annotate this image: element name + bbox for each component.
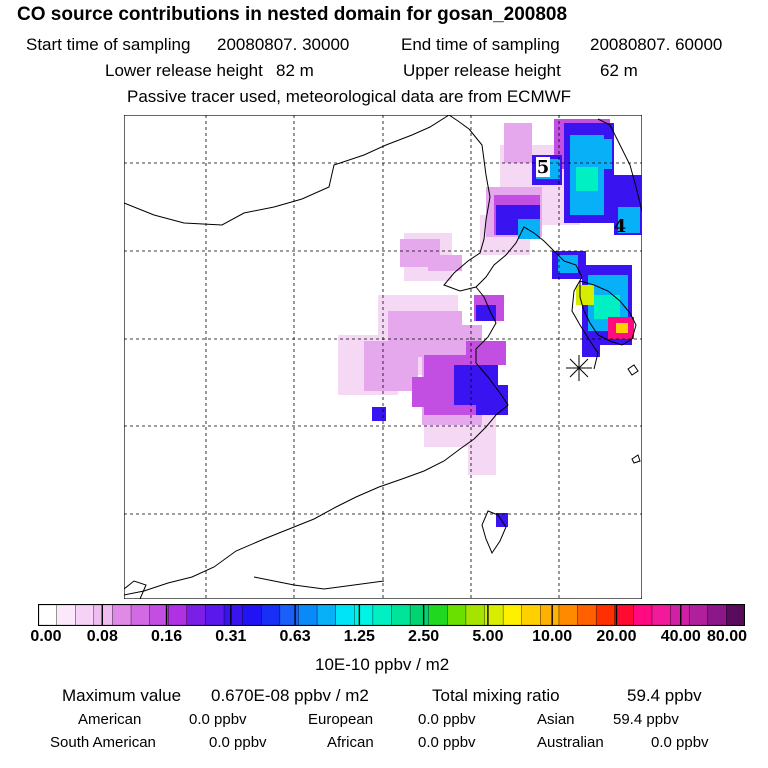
lower-release-label: Lower release height: [105, 61, 263, 80]
colorbar-cell: [428, 604, 449, 626]
colorbar-cell: [112, 604, 132, 626]
colorbar-cell: [56, 604, 77, 626]
colorbar-cell: [688, 604, 709, 626]
colorbar-cell: [465, 604, 486, 626]
coastlines: [124, 115, 642, 599]
region-south-american-value: 0.0 ppbv: [209, 734, 267, 751]
colorbar-tick-label: 20.00: [596, 628, 637, 645]
colorbar-cell: [502, 604, 523, 626]
plume-teal: [576, 167, 620, 319]
colorbar-cell: [335, 604, 356, 626]
colorbar-cell: [298, 604, 318, 626]
colorbar-tick-label: 80.00: [706, 628, 748, 645]
colorbar-tick-label: 0.16: [150, 628, 183, 645]
colorbar-cell: [409, 604, 430, 626]
colorbar-cell: [614, 604, 635, 626]
max-value: 0.670E-08 ppbv / m2: [211, 686, 369, 705]
start-time-value: 20080807. 30000: [217, 35, 350, 54]
colorbar-cell: [372, 604, 393, 626]
colorbar-tick-label: 5.00: [472, 628, 504, 645]
label-5-bg: [536, 157, 550, 177]
colorbar-tick-label: 0.31: [215, 628, 247, 645]
map-label-5: 5: [537, 157, 550, 178]
total-mixing-label: Total mixing ratio: [432, 686, 560, 705]
region-american-label: American: [78, 711, 142, 728]
lower-release-value: 82 m: [276, 61, 314, 80]
colorbar-cell: [726, 604, 745, 626]
colorbar-cell: [261, 604, 281, 626]
concentration-map: 5 4: [124, 115, 642, 599]
map-label-4: 4: [614, 216, 627, 237]
colorbar-cell: [186, 604, 207, 626]
colorbar-tick-label: 0.00: [30, 628, 62, 645]
colorbar-cell: [93, 604, 114, 626]
colorbar-tick-label: 0.08: [86, 628, 118, 645]
colorbar-cell: [223, 604, 244, 626]
colorbar-cell: [316, 604, 337, 626]
colorbar-cell: [130, 604, 151, 626]
region-south-american-label: South American: [50, 734, 156, 751]
colorbar-tick-label: 40.00: [660, 628, 701, 645]
colorbar-cell: [354, 604, 374, 626]
colorbar-cell: [521, 604, 542, 626]
colorbar-cell: [168, 604, 188, 626]
end-time-value: 20080807. 60000: [590, 35, 723, 54]
region-european-label: European: [308, 711, 374, 728]
colorbar-tick-label: 10.00: [532, 628, 573, 645]
tracer-note: Passive tracer used, meteorological data…: [127, 87, 572, 106]
colorbar-cell: [279, 604, 300, 626]
colorbar-cell: [558, 604, 579, 626]
region-african-label: African: [327, 734, 374, 751]
receptor-star-icon: [566, 355, 592, 381]
colorbar-units: 10E-10 ppbv / m2: [315, 655, 450, 674]
colorbar-cell: [651, 604, 672, 626]
colorbar-cell: [38, 604, 58, 626]
colorbar-cell: [707, 604, 728, 626]
colorbar-cell: [577, 604, 597, 626]
colorbar-cell: [633, 604, 653, 626]
map-grid: [124, 115, 642, 599]
chart-title: CO source contributions in nested domain…: [17, 4, 568, 25]
colorbar-tick-label: 2.50: [408, 628, 440, 645]
region-australian-value: 0.0 ppbv: [651, 734, 709, 751]
colorbar-cell: [242, 604, 263, 626]
colorbar: [38, 604, 745, 626]
colorbar-cell: [391, 604, 411, 626]
colorbar-cell: [540, 604, 560, 626]
upper-release-label: Upper release height: [403, 61, 561, 80]
region-european-value: 0.0 ppbv: [418, 711, 476, 728]
colorbar-cell: [75, 604, 95, 626]
colorbar-cell: [447, 604, 467, 626]
colorbar-cell: [595, 604, 616, 626]
region-asian-label: Asian: [537, 711, 575, 728]
region-african-value: 0.0 ppbv: [418, 734, 476, 751]
region-australian-label: Australian: [537, 734, 604, 751]
region-american-value: 0.0 ppbv: [189, 711, 247, 728]
upper-release-value: 62 m: [600, 61, 638, 80]
region-asian-value: 59.4 ppbv: [613, 711, 679, 728]
total-mixing-value: 59.4 ppbv: [627, 686, 702, 705]
concentration-field: [338, 119, 642, 527]
max-value-label: Maximum value: [62, 686, 182, 705]
end-time-label: End time of sampling: [401, 35, 560, 54]
colorbar-tick-label: 1.25: [343, 628, 375, 645]
colorbar-cell: [205, 604, 225, 626]
colorbar-tick-label: 0.63: [279, 628, 311, 645]
start-time-label: Start time of sampling: [26, 35, 191, 54]
